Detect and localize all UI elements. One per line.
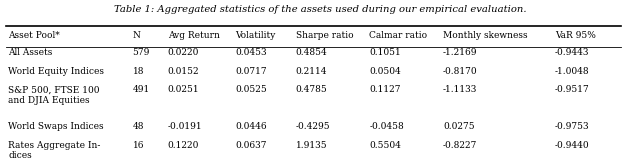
Text: -0.4295: -0.4295 bbox=[296, 122, 330, 131]
Text: 579: 579 bbox=[132, 48, 150, 57]
Text: 0.4785: 0.4785 bbox=[296, 85, 328, 94]
Text: 1.9135: 1.9135 bbox=[296, 141, 327, 150]
Text: 491: 491 bbox=[132, 85, 150, 94]
Text: Asset Pool*: Asset Pool* bbox=[8, 31, 60, 40]
Text: 0.0251: 0.0251 bbox=[168, 85, 199, 94]
Text: 16: 16 bbox=[132, 141, 144, 150]
Text: -1.2169: -1.2169 bbox=[443, 48, 477, 57]
Text: All Assets: All Assets bbox=[8, 48, 52, 57]
Text: 0.0525: 0.0525 bbox=[235, 85, 267, 94]
Text: Volatility: Volatility bbox=[235, 31, 275, 40]
Text: 0.4854: 0.4854 bbox=[296, 48, 328, 57]
Text: 0.0446: 0.0446 bbox=[235, 122, 266, 131]
Text: -0.9440: -0.9440 bbox=[555, 141, 589, 150]
Text: 18: 18 bbox=[132, 67, 144, 76]
Text: -1.1133: -1.1133 bbox=[443, 85, 477, 94]
Text: World Swaps Indices: World Swaps Indices bbox=[8, 122, 104, 131]
Text: 0.1127: 0.1127 bbox=[369, 85, 401, 94]
Text: -1.0048: -1.0048 bbox=[555, 67, 589, 76]
Text: 0.1220: 0.1220 bbox=[168, 141, 199, 150]
Text: Table 1: Aggregated statistics of the assets used during our empirical evaluatio: Table 1: Aggregated statistics of the as… bbox=[114, 5, 526, 14]
Text: -0.9753: -0.9753 bbox=[555, 122, 589, 131]
Text: 0.0152: 0.0152 bbox=[168, 67, 199, 76]
Text: 0.0220: 0.0220 bbox=[168, 48, 199, 57]
Text: -0.8227: -0.8227 bbox=[443, 141, 477, 150]
Text: Rates Aggregate In-
dices: Rates Aggregate In- dices bbox=[8, 141, 100, 160]
Text: Avg Return: Avg Return bbox=[168, 31, 220, 40]
Text: Calmar ratio: Calmar ratio bbox=[369, 31, 428, 40]
Text: S&P 500, FTSE 100
and DJIA Equities: S&P 500, FTSE 100 and DJIA Equities bbox=[8, 85, 100, 105]
Text: -0.0191: -0.0191 bbox=[168, 122, 202, 131]
Text: World Equity Indices: World Equity Indices bbox=[8, 67, 104, 76]
Text: -0.8170: -0.8170 bbox=[443, 67, 477, 76]
Text: 0.2114: 0.2114 bbox=[296, 67, 327, 76]
Text: -0.9443: -0.9443 bbox=[555, 48, 589, 57]
Text: VaR 95%: VaR 95% bbox=[555, 31, 596, 40]
Text: -0.0458: -0.0458 bbox=[369, 122, 404, 131]
Text: 0.0637: 0.0637 bbox=[235, 141, 266, 150]
Text: 0.0453: 0.0453 bbox=[235, 48, 266, 57]
Text: 0.5504: 0.5504 bbox=[369, 141, 401, 150]
Text: 0.0717: 0.0717 bbox=[235, 67, 266, 76]
Text: N: N bbox=[132, 31, 140, 40]
Text: 48: 48 bbox=[132, 122, 144, 131]
Text: 0.0504: 0.0504 bbox=[369, 67, 401, 76]
Text: Monthly skewness: Monthly skewness bbox=[443, 31, 527, 40]
Text: -0.9517: -0.9517 bbox=[555, 85, 589, 94]
Text: Sharpe ratio: Sharpe ratio bbox=[296, 31, 353, 40]
Text: 0.0275: 0.0275 bbox=[443, 122, 474, 131]
Text: 0.1051: 0.1051 bbox=[369, 48, 401, 57]
